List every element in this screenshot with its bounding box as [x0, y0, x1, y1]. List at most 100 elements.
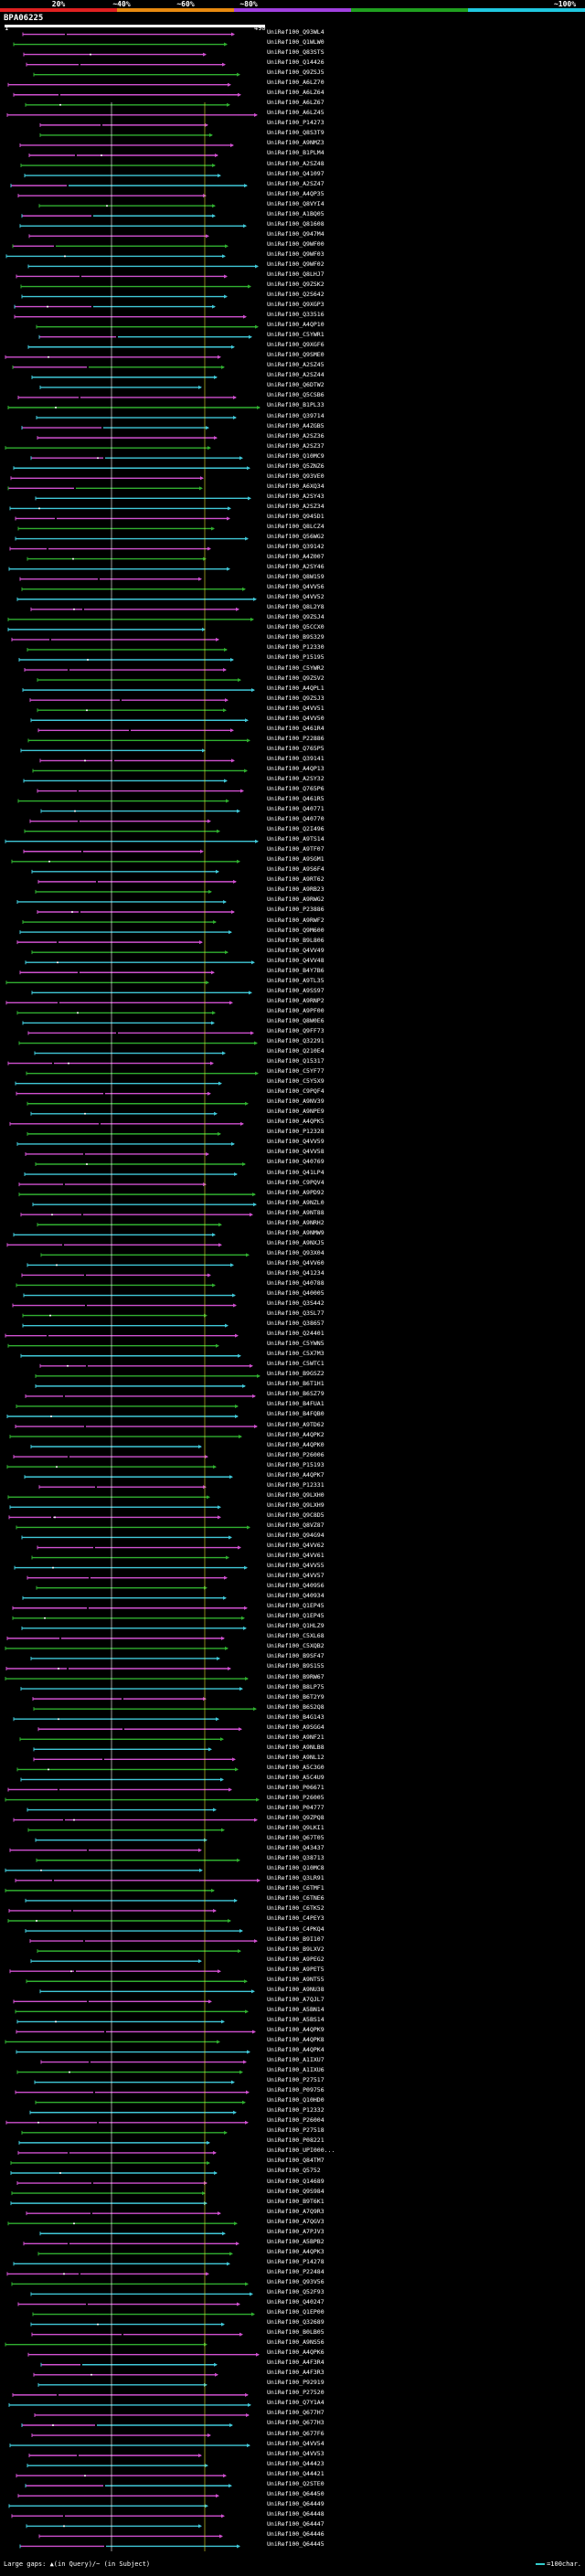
hit-label[interactable]: UniRef100_C5XL68 — [267, 1632, 324, 1640]
hit-label[interactable]: UniRef100_A2SZ36 — [267, 431, 324, 440]
hit-label[interactable]: UniRef100_P09756 — [267, 2086, 324, 2094]
hit-label[interactable]: UniRef100_Q4VV50 — [267, 714, 324, 722]
hit-label[interactable]: UniRef100_A6LZ70 — [267, 79, 324, 87]
hit-label[interactable]: UniRef100_B6SZ79 — [267, 1390, 324, 1398]
hit-label[interactable]: UniRef100_A9NT55 — [267, 1975, 324, 1983]
hit-label[interactable]: UniRef100_Q5752 — [267, 2167, 321, 2175]
hit-label[interactable]: UniRef100_A4QPK4 — [267, 2046, 324, 2053]
hit-label[interactable]: UniRef100_Q43437 — [267, 1844, 324, 1852]
hit-label[interactable]: UniRef100_B9S155 — [267, 1662, 324, 1670]
hit-label[interactable]: UniRef100_C9PQF4 — [267, 1087, 324, 1096]
hit-label[interactable]: UniRef100_Q9ZSJ4 — [267, 613, 324, 621]
hit-label[interactable]: UniRef100_Q2S642 — [267, 291, 324, 299]
hit-label[interactable]: UniRef100_A9TS14 — [267, 835, 324, 843]
hit-label[interactable]: UniRef100_A4QPK5 — [267, 1118, 324, 1126]
hit-label[interactable]: UniRef100_A5BN14 — [267, 2005, 324, 2013]
hit-label[interactable]: UniRef100_A4ZGB5 — [267, 421, 324, 429]
hit-label[interactable]: UniRef100_Q4VV48 — [267, 956, 324, 964]
hit-label[interactable]: UniRef100_A4QPK8 — [267, 2035, 324, 2043]
hit-label[interactable]: UniRef100_Q9C8D5 — [267, 1511, 324, 1519]
hit-label[interactable]: UniRef100_Q84TM7 — [267, 2157, 324, 2165]
hit-label[interactable]: UniRef100_Q1EP45 — [267, 1612, 324, 1620]
hit-label[interactable]: UniRef100_P14278 — [267, 2257, 324, 2265]
hit-label[interactable]: UniRef100_P23886 — [267, 906, 324, 914]
hit-label[interactable]: UniRef100_Q4VV61 — [267, 1552, 324, 1560]
hit-label[interactable]: UniRef100_A7PJV3 — [267, 2227, 324, 2235]
hit-label[interactable]: UniRef100_Q1WLW0 — [267, 38, 324, 47]
hit-label[interactable]: UniRef100_A9NF21 — [267, 1733, 324, 1741]
hit-label[interactable]: UniRef100_B1PL33 — [267, 401, 324, 409]
hit-label[interactable]: UniRef100_B4Y7B6 — [267, 966, 324, 974]
hit-label[interactable]: UniRef100_A4QP35 — [267, 189, 324, 197]
hit-label[interactable]: UniRef100_Q56WG2 — [267, 533, 324, 540]
hit-label[interactable]: UniRef100_Q9SME0 — [267, 351, 324, 359]
hit-label[interactable]: UniRef100_Q945D1 — [267, 512, 324, 520]
hit-label[interactable]: UniRef100_A4F3R3 — [267, 2369, 324, 2377]
hit-label[interactable]: UniRef100_A9NT88 — [267, 1208, 324, 1216]
hit-label[interactable]: UniRef100_A6LZ45 — [267, 109, 324, 117]
hit-label[interactable]: UniRef100_P12331 — [267, 1480, 324, 1489]
hit-label[interactable]: UniRef100_A4Z007 — [267, 553, 324, 561]
hit-label[interactable]: UniRef100_Q38657 — [267, 1320, 324, 1328]
hit-label[interactable]: UniRef100_A2SZ44 — [267, 371, 324, 379]
hit-label[interactable]: UniRef100_A9NS56 — [267, 2338, 324, 2347]
hit-label[interactable]: UniRef100_A6XQ34 — [267, 482, 324, 490]
hit-label[interactable]: UniRef100_Q947M4 — [267, 229, 324, 238]
hit-label[interactable]: UniRef100_C9PQV4 — [267, 1178, 324, 1186]
hit-label[interactable]: UniRef100_Q4VV57 — [267, 1572, 324, 1580]
hit-label[interactable]: UniRef100_B6T1H1 — [267, 1380, 324, 1388]
hit-label[interactable]: UniRef100_A9NRH2 — [267, 1218, 324, 1226]
hit-label[interactable]: UniRef100_Q1EP00 — [267, 2308, 324, 2316]
hit-label[interactable]: UniRef100_A5BS14 — [267, 2015, 324, 2023]
hit-label[interactable]: UniRef100_A4QPK3 — [267, 2247, 324, 2255]
hit-label[interactable]: UniRef100_C5Y5X9 — [267, 1077, 324, 1086]
hit-label[interactable]: UniRef100_P12332 — [267, 2106, 324, 2115]
hit-label[interactable]: UniRef100_Q9XGP3 — [267, 301, 324, 309]
hit-label[interactable]: UniRef100_A4QP10 — [267, 321, 324, 329]
hit-label[interactable]: UniRef100_Q44421 — [267, 2469, 324, 2477]
hit-label[interactable]: UniRef100_A9S6F4 — [267, 865, 324, 874]
hit-label[interactable]: UniRef100_Q93V56 — [267, 2277, 324, 2285]
hit-label[interactable]: UniRef100_A9NXJ5 — [267, 1238, 324, 1246]
hit-label[interactable]: UniRef100_P27518 — [267, 2126, 324, 2135]
hit-label[interactable]: UniRef100_Q40769 — [267, 1158, 324, 1166]
hit-label[interactable]: UniRef100_A2SZ34 — [267, 502, 324, 510]
hit-label[interactable]: UniRef100_Q33516 — [267, 311, 324, 319]
hit-label[interactable]: UniRef100_Q5ZNZ6 — [267, 461, 324, 470]
hit-label[interactable]: UniRef100_P12330 — [267, 643, 324, 652]
hit-label[interactable]: UniRef100_Q64450 — [267, 2489, 324, 2497]
hit-label[interactable]: UniRef100_B9GSZ2 — [267, 1370, 324, 1378]
hit-label[interactable]: UniRef100_Q10MC9 — [267, 451, 324, 460]
hit-label[interactable]: UniRef100_Q39714 — [267, 411, 324, 419]
hit-label[interactable]: UniRef100_Q4VV52 — [267, 593, 324, 601]
hit-label[interactable]: UniRef100_Q4VV55 — [267, 1562, 324, 1570]
hit-label[interactable]: UniRef100_C4PEY3 — [267, 1914, 324, 1923]
hit-label[interactable]: UniRef100_Q10HD0 — [267, 2096, 324, 2104]
hit-label[interactable]: UniRef100_A7QJL7 — [267, 1995, 324, 2003]
hit-label[interactable]: UniRef100_Q8W0E6 — [267, 1016, 324, 1024]
hit-label[interactable]: UniRef100_C5XQB2 — [267, 1642, 324, 1650]
hit-label[interactable]: UniRef100_Q40788 — [267, 1278, 324, 1287]
hit-label[interactable]: UniRef100_Q8VYI4 — [267, 199, 324, 207]
hit-label[interactable]: UniRef100_P15195 — [267, 653, 324, 662]
hit-label[interactable]: UniRef100_A1BQ05 — [267, 209, 324, 217]
hit-label[interactable]: UniRef100_Q461R4 — [267, 724, 324, 732]
hit-label[interactable]: UniRef100_A9PET5 — [267, 1965, 324, 1973]
hit-label[interactable]: UniRef100_B6T2Y9 — [267, 1692, 324, 1701]
hit-label[interactable]: UniRef100_B8LP75 — [267, 1682, 324, 1691]
hit-label[interactable]: UniRef100_P06671 — [267, 1783, 324, 1791]
hit-label[interactable]: UniRef100_P08221 — [267, 2136, 324, 2145]
hit-label[interactable]: UniRef100_Q7Y1A4 — [267, 2399, 324, 2407]
hit-label[interactable]: UniRef100_B9T6K1 — [267, 2197, 324, 2205]
hit-label[interactable]: UniRef100_P26004 — [267, 2116, 324, 2125]
hit-label[interactable]: UniRef100_C5YWR2 — [267, 663, 324, 672]
hit-label[interactable]: UniRef100_Q32689 — [267, 2318, 324, 2327]
hit-label[interactable]: UniRef100_UPI000... — [267, 2147, 335, 2155]
hit-label[interactable]: UniRef100_Q5CCX0 — [267, 623, 324, 631]
hit-label[interactable]: UniRef100_P26005 — [267, 1794, 324, 1801]
hit-label[interactable]: UniRef100_Q677H7 — [267, 2409, 324, 2417]
hit-label[interactable]: UniRef100_Q94G94 — [267, 1531, 324, 1539]
hit-label[interactable]: UniRef100_Q461R5 — [267, 795, 324, 803]
hit-label[interactable]: UniRef100_Q9WF03 — [267, 249, 324, 258]
hit-label[interactable]: UniRef100_Q4VV54 — [267, 2439, 324, 2447]
